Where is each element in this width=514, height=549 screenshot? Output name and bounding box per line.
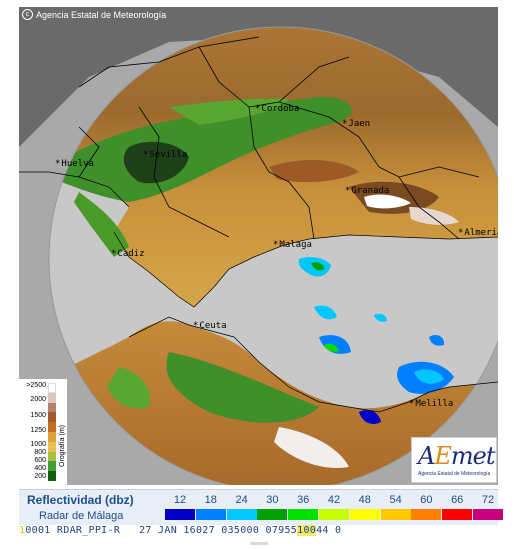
- dbz-value-label: 48: [358, 494, 371, 506]
- aemet-logo-wordmark: AEmet: [418, 442, 495, 470]
- dbz-color-swatch: [349, 509, 380, 520]
- orography-legend: >2500 2000 1500 1250 1000 800 600 400 20…: [19, 379, 67, 485]
- radar-name: Radar de Málaga: [39, 510, 124, 522]
- orography-label: 600: [34, 457, 46, 464]
- copyright-notice: c Agencia Estatal de Meteorología: [22, 9, 166, 20]
- dbz-color-swatch: [473, 509, 503, 520]
- dbz-value-label: 24: [235, 494, 248, 506]
- land-north: [49, 27, 498, 307]
- radar-map: c Agencia Estatal de Meteorología * Cordo…: [19, 7, 498, 485]
- orography-title: Orografía (m): [59, 424, 66, 467]
- orography-label: 1000: [30, 441, 46, 448]
- dbz-color-swatch: [380, 509, 411, 520]
- city-marker-icon: *: [345, 186, 351, 196]
- dbz-color-swatch: [288, 509, 319, 520]
- city-marker-icon: *: [143, 150, 149, 160]
- reflectivity-title: Reflectividad (dbz): [27, 493, 134, 507]
- land-outside-coverage: [19, 7, 498, 147]
- province-borders: [78, 36, 480, 240]
- dbz-value-label: 18: [204, 494, 217, 506]
- dbz-color-swatch: [195, 509, 226, 520]
- radar-echoes: [298, 257, 454, 424]
- radar-map-svg: [19, 7, 498, 485]
- city-label-cordoba: * Cordoba: [255, 104, 300, 114]
- sierra-nevada-snow: [364, 194, 411, 209]
- orography-label: 400: [34, 465, 46, 472]
- orography-label: 1500: [30, 412, 46, 419]
- dbz-color-swatch: [442, 509, 473, 520]
- city-label-huelva: * Huelva: [55, 159, 94, 169]
- city-marker-icon: *: [193, 321, 199, 331]
- dbz-color-swatch: [165, 509, 195, 520]
- orography-label: 2000: [30, 396, 46, 403]
- scroll-indicator: [250, 542, 268, 545]
- city-marker-icon: *: [458, 228, 464, 238]
- orography-label: 800: [34, 449, 46, 456]
- dbz-color-swatch: [411, 509, 442, 520]
- city-marker-icon: *: [409, 399, 415, 409]
- city-label-granada: * Granada: [345, 186, 390, 196]
- status-line: 10001 RDAR_PPI-R 27 JAN 16027 035000 079…: [19, 525, 498, 538]
- city-label-sevilla: * Sevilla: [143, 150, 188, 160]
- city-label-ceuta: * Ceuta: [193, 321, 227, 331]
- coastlines: [19, 171, 498, 413]
- dbz-value-label: 42: [327, 494, 341, 506]
- dbz-color-swatch: [257, 509, 288, 520]
- reflectivity-legend: Reflectividad (dbz) Radar de Málaga 12 18…: [19, 489, 503, 526]
- city-marker-icon: *: [111, 249, 117, 259]
- dbz-value-label: 30: [266, 494, 279, 506]
- dbz-value-label: 66: [451, 494, 464, 506]
- city-label-melilla: * Melilla: [409, 399, 454, 409]
- copyright-text: Agencia Estatal de Meteorología: [36, 9, 167, 20]
- status-suffix: 44 0: [316, 525, 342, 536]
- dbz-value-label: 12: [173, 494, 187, 506]
- radar-range-circle: [48, 26, 498, 485]
- orography-label: >2500: [26, 382, 46, 389]
- city-marker-icon: *: [273, 240, 279, 250]
- city-label-cadiz: * Cadiz: [111, 249, 145, 259]
- aemet-logo-subtitle: Agencia Estatal de Meteorología: [418, 471, 491, 477]
- dbz-color-swatch: [226, 509, 257, 520]
- status-prefix: 1: [19, 525, 26, 536]
- copyright-icon: c: [22, 9, 33, 20]
- city-marker-icon: *: [255, 104, 261, 114]
- city-label-jaen: * Jaen: [342, 119, 371, 129]
- city-label-almeria: *Almeria: [458, 228, 498, 238]
- dbz-value-label: 72: [481, 494, 495, 506]
- dbz-value-label: 54: [389, 494, 402, 506]
- orography-color-bar: [48, 383, 56, 481]
- guadalquivir-valley: [49, 96, 352, 202]
- status-highlight: 100: [297, 525, 317, 536]
- city-label-malaga: * Malaga: [273, 240, 312, 250]
- dbz-value-label: 60: [420, 494, 433, 506]
- aemet-logo: AEmet Agencia Estatal de Meteorología: [411, 437, 497, 483]
- orography-label: 1250: [30, 427, 46, 434]
- dbz-value-label: 36: [297, 494, 310, 506]
- dbz-color-swatch: [319, 509, 349, 520]
- orography-label: 200: [34, 473, 46, 480]
- status-text: 0001 RDAR_PPI-R 27 JAN 16027 035000 0795…: [25, 525, 298, 536]
- city-marker-icon: *: [55, 159, 61, 169]
- city-marker-icon: *: [342, 119, 348, 129]
